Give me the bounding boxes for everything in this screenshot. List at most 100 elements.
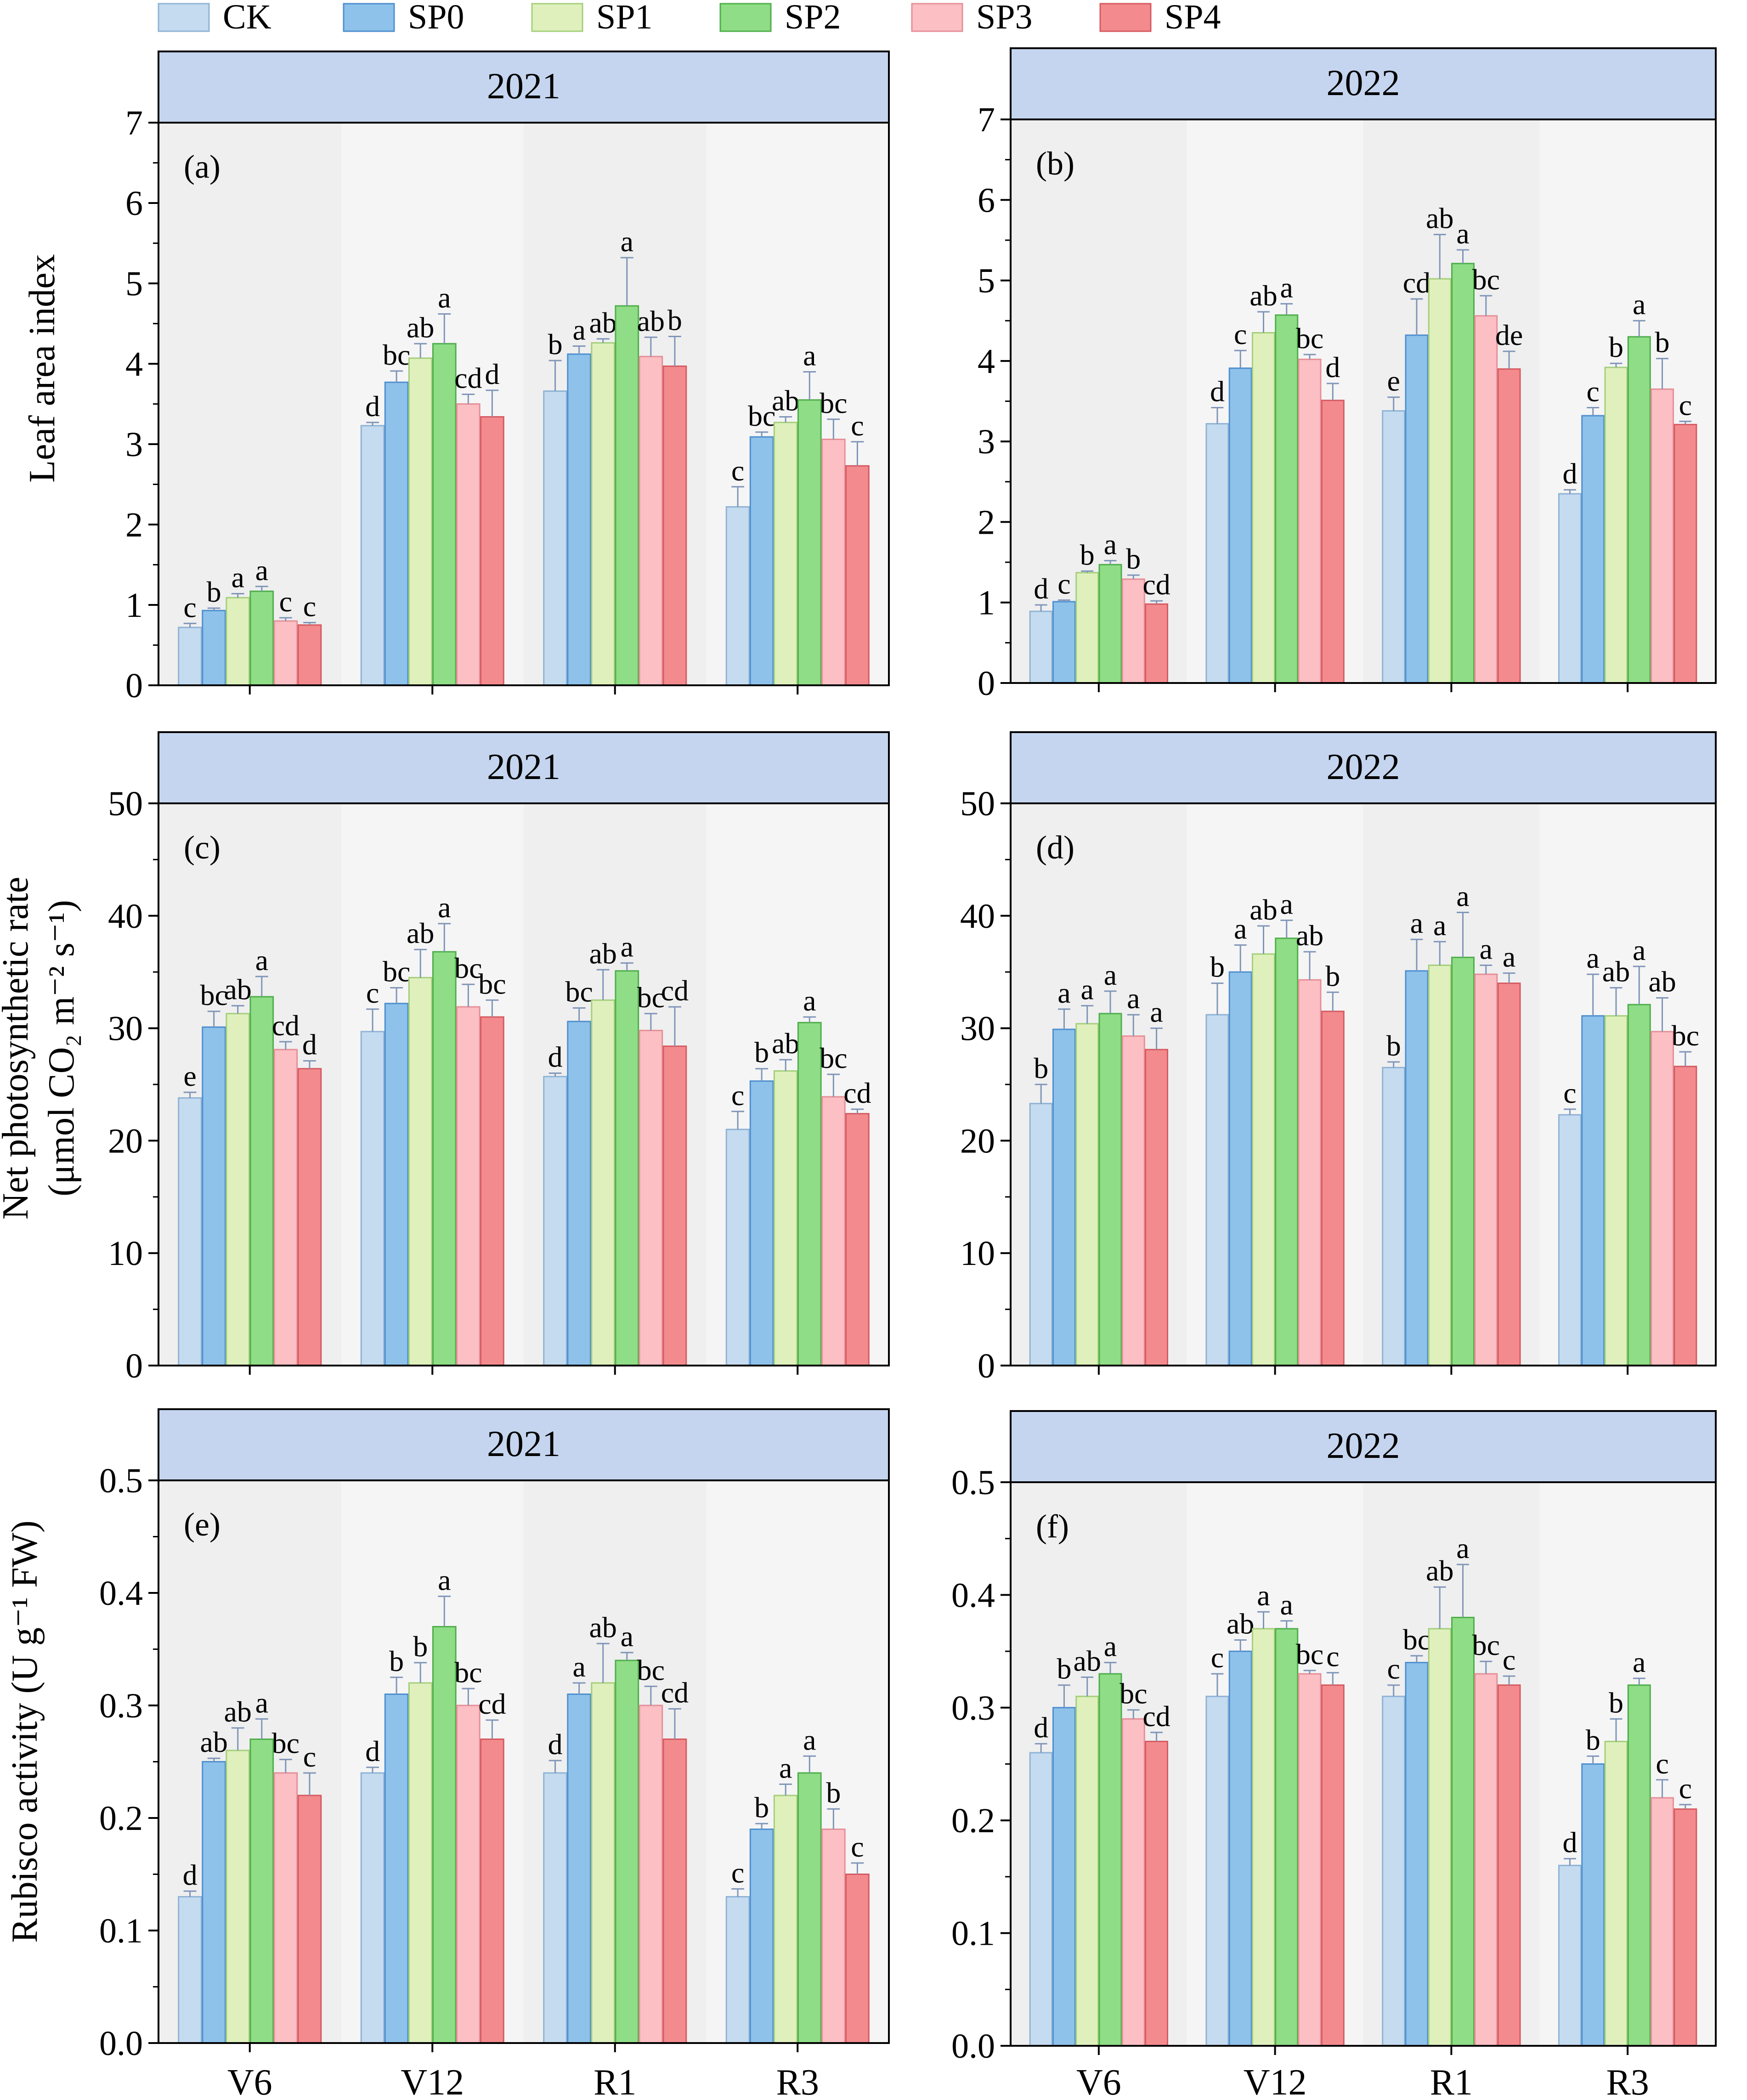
significance-letter: d (1562, 457, 1577, 490)
bar-sp3-v6 (273, 1049, 298, 1366)
bar-sp4-v6 (297, 624, 322, 686)
y-tick-label: 0.4 (99, 1574, 143, 1613)
panel-header (158, 1408, 890, 1481)
bar-sp2-v6 (249, 1739, 274, 2044)
significance-letter: b (389, 1645, 404, 1677)
bar-ck-r3 (725, 506, 750, 686)
significance-letter: bc (1672, 1019, 1699, 1052)
bar-sp2-r1 (1451, 956, 1475, 1366)
panel-year-title: 2021 (487, 66, 560, 107)
significance-letter: d (1210, 375, 1225, 408)
significance-letter: ab (1426, 1554, 1453, 1587)
bar-sp3-r1 (1474, 1673, 1498, 2047)
significance-letter: a (572, 314, 585, 346)
bar-ck-v12 (1205, 423, 1229, 684)
y-tick-label: 3 (125, 425, 143, 464)
bar-ck-v12 (360, 1031, 385, 1366)
y-tick-label: 0.0 (99, 2024, 143, 2063)
significance-letter: a (1280, 888, 1293, 920)
bar-sp1-r1 (591, 342, 616, 686)
bar-sp3-v12 (456, 1006, 481, 1366)
significance-letter: c (303, 590, 316, 623)
bar-sp2-v12 (432, 343, 457, 686)
bar-sp0-v6 (1052, 1707, 1076, 2047)
bar-sp2-v6 (1098, 564, 1122, 684)
bar-sp0-r3 (1581, 415, 1605, 684)
significance-letter: b (826, 1776, 841, 1809)
significance-letter: ab (407, 917, 434, 949)
significance-letter: cd (661, 974, 689, 1007)
y-axis-title-row-3: Rubisco activity (U g⁻¹ FW) (5, 1520, 45, 1942)
y-tick-label: 1 (978, 584, 995, 622)
significance-letter: d (485, 358, 499, 390)
y-axis-title-row-1: Leaf area index (22, 254, 62, 482)
significance-letter: d (183, 1858, 198, 1891)
significance-letter: c (1387, 1653, 1400, 1685)
y-axis-title-row-2: Net photosynthetic rate (μmol CO₂ m⁻² s⁻¹… (0, 877, 82, 1219)
significance-letter: a (1456, 880, 1469, 912)
bar-sp1-v6 (1075, 1023, 1099, 1366)
y-tick-label: 0.1 (99, 1912, 143, 1950)
significance-letter: a (1280, 271, 1293, 304)
bar-ck-r3 (1558, 493, 1582, 684)
bar-sp1-v6 (1075, 1695, 1099, 2047)
y-tick-label: 0.0 (951, 2027, 995, 2066)
legend-item-sp4: SP4 (1099, 0, 1221, 36)
bar-sp3-v6 (1121, 1718, 1145, 2047)
legend-label-ck: CK (223, 0, 271, 36)
x-category-label-r3: R3 (1606, 2062, 1649, 2100)
significance-letter: bc (748, 400, 775, 432)
significance-letter: a (1503, 941, 1515, 973)
significance-letter: ab (407, 311, 434, 344)
significance-letter: b (1034, 1052, 1048, 1084)
bar-ck-v6 (178, 1097, 202, 1366)
bar-sp2-r1 (615, 1660, 639, 2044)
significance-letter: d (1562, 1826, 1577, 1859)
y-tick-label: 0.5 (99, 1462, 143, 1500)
legend-item-ck: CK (158, 0, 271, 36)
y-tick-label: 20 (960, 1122, 995, 1160)
bar-sp1-v12 (408, 977, 433, 1366)
bar-sp1-r3 (1604, 1740, 1628, 2047)
bar-sp0-v12 (1228, 971, 1252, 1366)
panel-year-title: 2021 (487, 747, 560, 787)
bar-sp1-r3 (773, 1070, 798, 1366)
significance-letter: a (1057, 977, 1070, 1009)
legend-swatch-sp2 (719, 3, 772, 32)
significance-letter: a (1127, 982, 1140, 1015)
bar-sp4-r1 (662, 365, 687, 686)
bar-sp2-v6 (1098, 1673, 1122, 2047)
significance-letter: cd (843, 1077, 871, 1109)
bar-sp1-r1 (591, 999, 616, 1366)
significance-letter: bc (820, 1042, 847, 1074)
significance-letter: ab (1602, 955, 1630, 988)
bar-ck-v6 (178, 1896, 202, 2044)
bar-sp3-v12 (456, 403, 481, 686)
bar-ck-v6 (1029, 610, 1053, 684)
panel-label: (c) (184, 829, 220, 866)
bar-sp1-v6 (226, 597, 250, 686)
significance-letter: d (548, 1041, 563, 1073)
significance-letter: a (255, 944, 268, 977)
panel-year-title: 2022 (1327, 1426, 1400, 1466)
x-category-label-v6: V6 (227, 2062, 272, 2100)
legend-item-sp1: SP1 (531, 0, 653, 36)
significance-letter: c (1563, 1077, 1576, 1109)
bar-sp3-r3 (821, 439, 846, 686)
significance-letter: b (1609, 1686, 1623, 1719)
bar-sp0-r1 (1405, 334, 1429, 684)
y-tick-label: 1 (125, 586, 143, 625)
significance-letter: c (731, 1856, 744, 1889)
bar-sp1-v12 (1252, 1628, 1275, 2047)
significance-letter: a (1280, 1588, 1293, 1621)
y-tick-label: 40 (108, 897, 143, 936)
bar-sp3-r1 (1474, 315, 1498, 684)
panel-label: (a) (184, 148, 220, 185)
bar-sp2-v12 (432, 1626, 457, 2044)
significance-letter: bc (1472, 263, 1500, 296)
y-axis-title-line: Net photosynthetic rate (0, 877, 36, 1219)
bar-sp1-v12 (408, 1682, 433, 2044)
bar-sp0-v6 (1052, 1028, 1076, 1366)
